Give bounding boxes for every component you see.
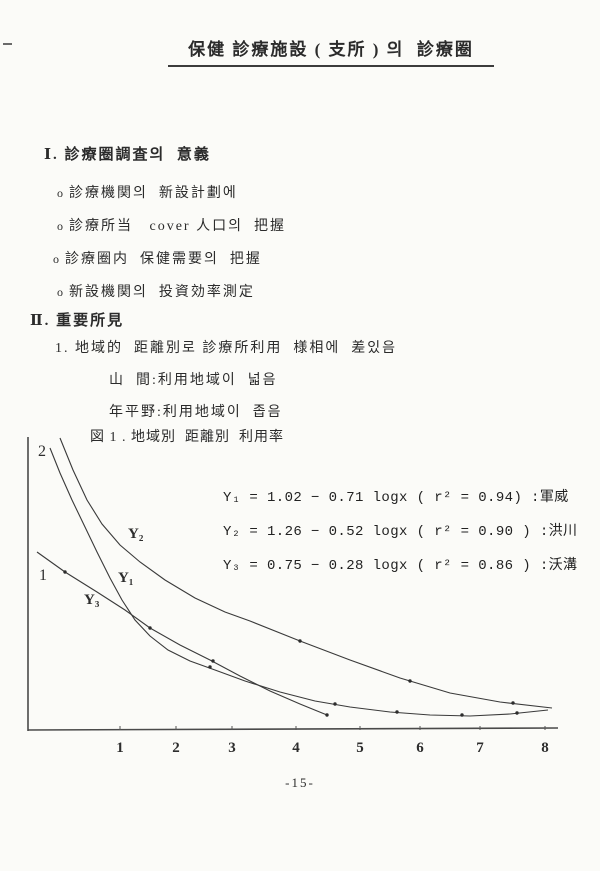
circle-bullet-icon: o (57, 285, 65, 299)
list-item-text: 新設機関의 投資効率測定 (69, 285, 255, 300)
x-axis-tick-label: 6 (416, 740, 424, 756)
section2-heading: Ⅱ. 重要所見 (30, 313, 125, 329)
page-number: -15- (285, 775, 315, 790)
figure-caption: 図 1 . 地域別 距離別 利用率 (90, 430, 284, 445)
section1-heading: Ⅰ. 診療圈調査의 意義 (44, 147, 211, 163)
list-item: o 診療所当 cover 人口의 把握 (57, 215, 286, 235)
data-point-marker (460, 713, 464, 717)
list-item: o 新設機関의 投資効率測定 (57, 281, 255, 301)
x-axis-tick-label: 1 (116, 740, 124, 756)
data-point-marker (408, 679, 412, 683)
data-point-marker (211, 659, 215, 663)
x-axis-line (27, 727, 559, 731)
data-point-marker (148, 626, 152, 630)
data-point-marker (515, 711, 519, 715)
curve-label-y3: Y₃ (84, 592, 100, 608)
x-axis-tick-label: 5 (356, 740, 364, 756)
data-point-marker (511, 701, 515, 705)
data-point-marker (63, 570, 67, 574)
curve-y3 (36, 551, 328, 716)
curve-label-y1: Y₁ (118, 570, 133, 586)
list-item: o 診療圈内 保健需要의 把握 (53, 248, 262, 268)
x-axis-tick-label: 2 (172, 740, 180, 756)
y-axis-label: 2 (38, 443, 46, 460)
x-axis-tick-label: 7 (476, 740, 484, 756)
x-axis-tick-label: 8 (541, 740, 549, 756)
scan-artifact-mark (3, 43, 12, 45)
list-item-text: 診療圈内 保健需要의 把握 (65, 252, 262, 267)
circle-bullet-icon: o (57, 186, 65, 200)
data-point-marker (325, 713, 329, 717)
list-item: o 診療機関의 新設計劃에 (57, 182, 238, 202)
x-axis-tick-label: 3 (228, 740, 236, 756)
circle-bullet-icon: o (53, 252, 61, 266)
finding-item: 1. 地域的 距離別로 診療所利用 様相에 差있음 (55, 341, 398, 356)
mountain-note: 山 間:利用地域이 넓음 (109, 373, 278, 388)
equation-y2: Y₂ = 1.26 − 0.52 logx ( r² = 0.90 ) :洪川 (223, 524, 578, 540)
equation-y3: Y₃ = 0.75 − 0.28 logx ( r² = 0.86 ) :沃溝 (223, 558, 578, 574)
page-title: 保健 診療施設 ( 支所 ) 의 診療圈 (168, 35, 494, 67)
circle-bullet-icon: o (57, 219, 65, 233)
data-point-marker (208, 665, 212, 669)
curve-label-y2: Y₂ (128, 526, 144, 542)
data-point-marker (395, 710, 399, 714)
data-point-marker (298, 639, 302, 643)
list-item-text: 診療機関의 新設計劃에 (69, 186, 238, 201)
equation-y1: Y₁ = 1.02 − 0.71 logx ( r² = 0.94) :軍威 (223, 490, 569, 506)
data-point-marker (333, 702, 337, 706)
y-axis-label: 1 (39, 567, 47, 584)
list-item-text: 診療所当 cover 人口의 把握 (69, 219, 286, 234)
plain-note: 年平野:利用地域이 좁음 (109, 405, 283, 420)
x-axis-tick-label: 4 (292, 740, 300, 756)
